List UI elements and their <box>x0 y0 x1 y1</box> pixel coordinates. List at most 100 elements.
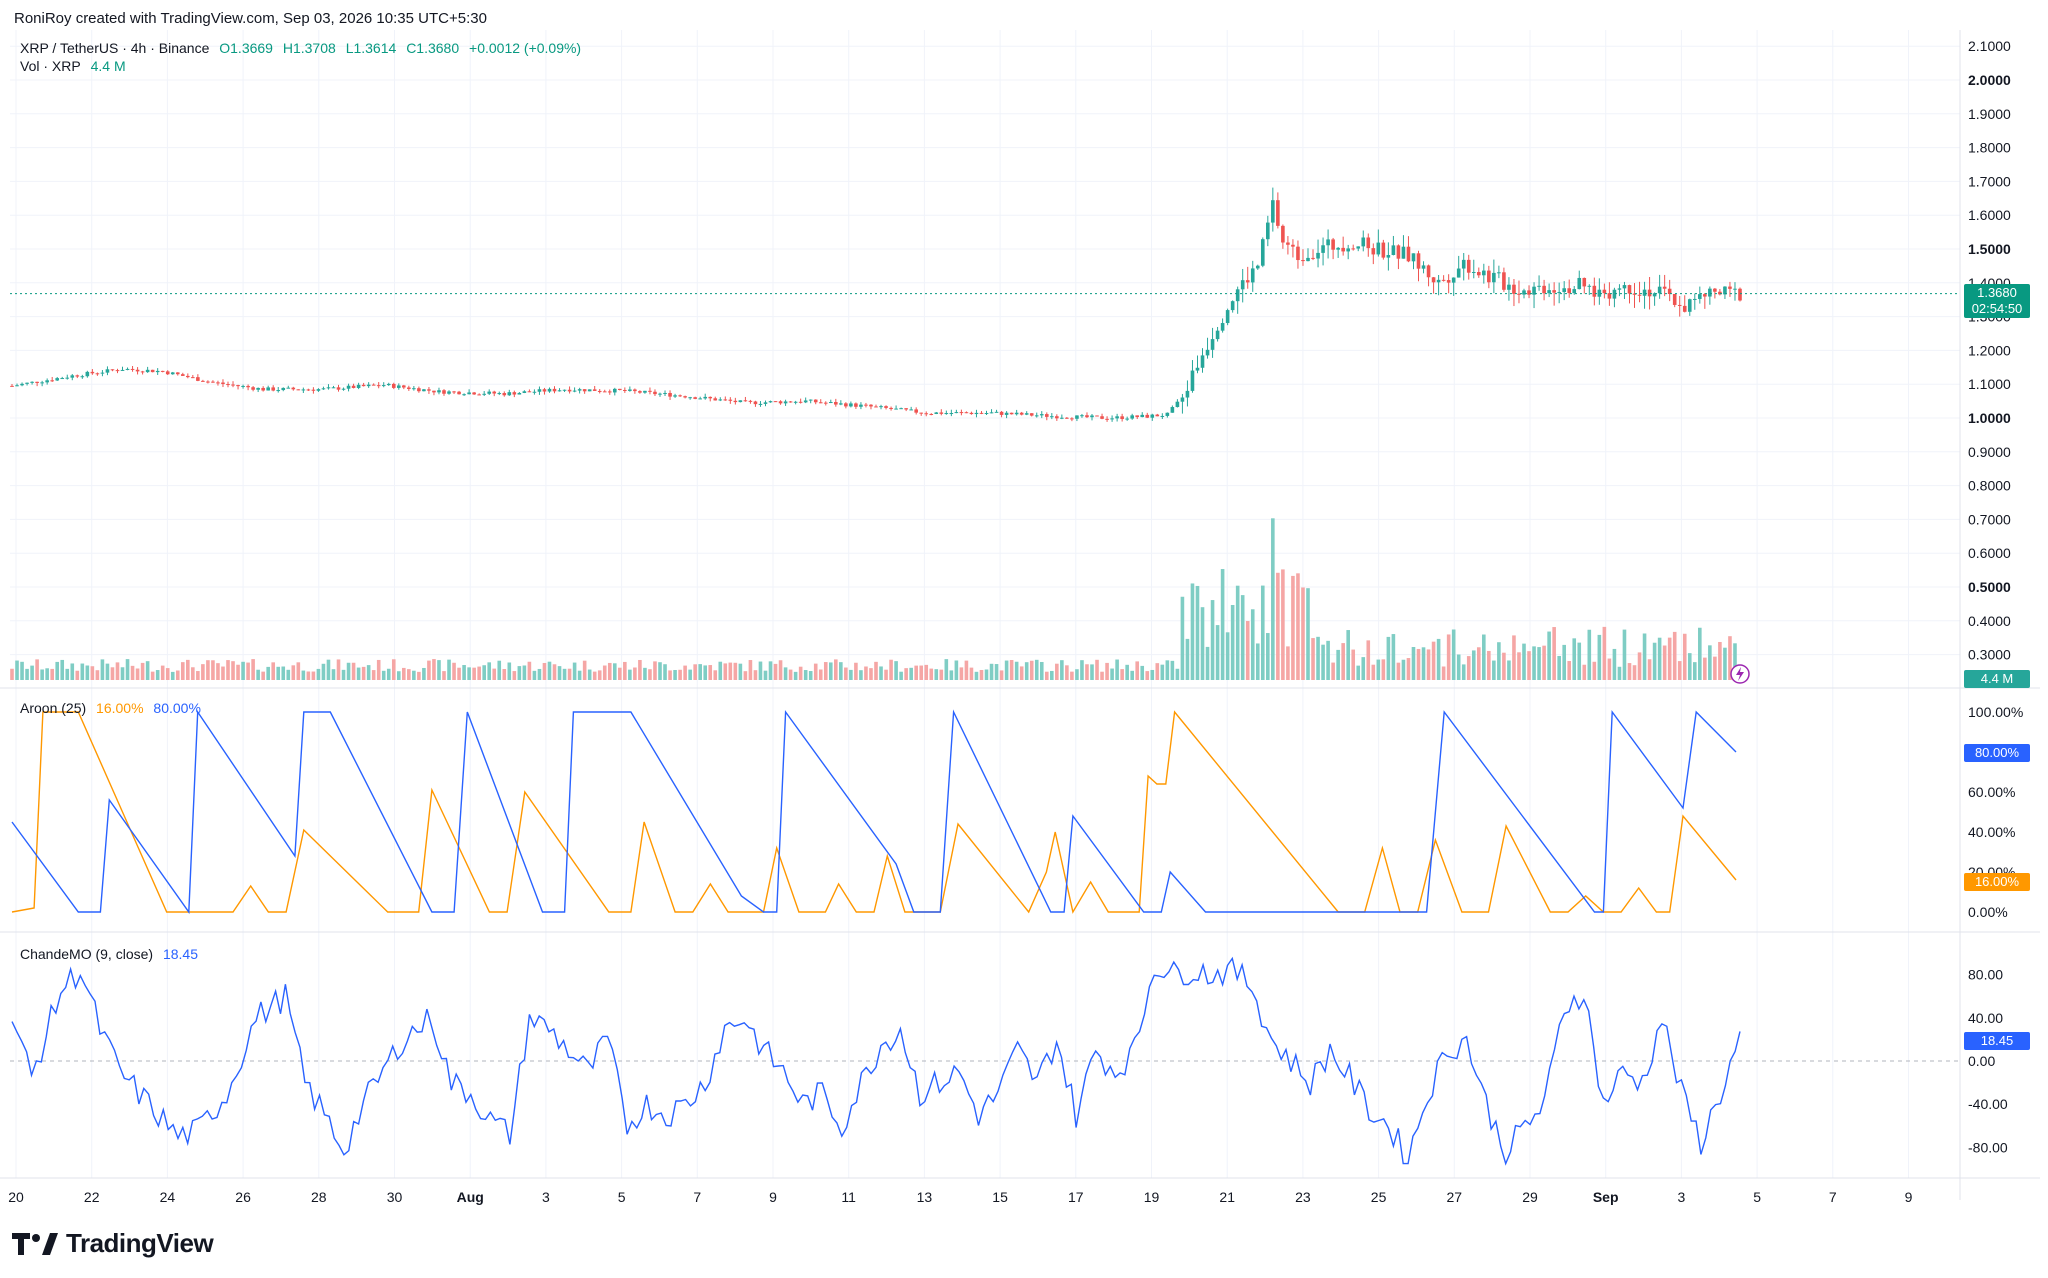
cmo-label[interactable]: ChandeMO (9, close) <box>20 946 154 962</box>
candle-body <box>808 399 813 401</box>
volume-bar <box>467 667 471 680</box>
volume-bar <box>507 662 512 680</box>
volume-bar <box>1567 661 1572 680</box>
candle-body <box>1416 253 1421 269</box>
price-legend: XRP / TetherUS · 4h · Binance O1.3669 H1… <box>20 40 587 56</box>
candle-body <box>1245 280 1250 283</box>
time-tick-label: 3 <box>1678 1189 1686 1205</box>
volume-bar <box>587 669 592 680</box>
volume-bar <box>939 669 944 680</box>
candle-body <box>191 377 195 379</box>
volume-bar <box>663 664 667 680</box>
volume-bar <box>1703 657 1707 680</box>
price-tick-label: 2.0000 <box>1968 72 2011 88</box>
candle-body <box>582 389 587 392</box>
candle-body <box>1230 301 1235 311</box>
candle-body <box>336 387 341 390</box>
volume-bar <box>1075 669 1079 680</box>
time-tick-label: 15 <box>992 1189 1008 1205</box>
price-tick-label: 0.5000 <box>1968 579 2011 595</box>
volume-bar <box>1502 652 1506 680</box>
volume-bar <box>186 659 190 680</box>
volume-bar <box>1632 665 1637 680</box>
volume-bar <box>115 662 120 680</box>
volume-bar <box>376 659 381 680</box>
candle-body <box>919 412 924 414</box>
volume-bar <box>502 669 507 680</box>
volume-bar <box>808 671 813 680</box>
price-tag-countdown: 02:54:50 <box>1971 301 2023 316</box>
candle-body <box>186 375 190 378</box>
volume-bar <box>638 659 642 680</box>
volume-bar <box>492 668 497 680</box>
candle-body <box>522 391 527 393</box>
volume-bar <box>1602 626 1607 680</box>
candle-body <box>1034 415 1039 417</box>
candle-body <box>1311 257 1315 259</box>
candle-body <box>402 385 406 388</box>
candle-body <box>150 369 155 373</box>
volume-bar <box>95 670 100 680</box>
volume-bar <box>1572 638 1577 680</box>
candle-body <box>989 412 994 414</box>
candle-body <box>643 390 647 393</box>
volume-bar <box>341 669 346 680</box>
chart-credit: RoniRoy created with TradingView.com, Se… <box>14 10 487 27</box>
volume-bar <box>1050 670 1054 680</box>
volume-bar <box>889 659 893 680</box>
candle-body <box>959 412 964 414</box>
candle-body <box>1160 415 1165 417</box>
aroon-tick-label: 100.00% <box>1968 704 2023 720</box>
volume-bar <box>371 670 376 680</box>
volume-bar <box>201 664 205 680</box>
volume-bar <box>1451 629 1456 680</box>
volume-bar <box>874 661 878 680</box>
candle-body <box>612 388 617 393</box>
volume-bar <box>813 663 818 680</box>
symbol-label[interactable]: XRP / TetherUS · 4h · Binance <box>20 40 210 56</box>
volume-bar <box>246 662 250 680</box>
volume-bar <box>85 665 90 680</box>
candle-body <box>241 385 245 387</box>
volume-bar <box>537 668 542 680</box>
candle-body <box>165 371 170 375</box>
candle-body <box>633 389 637 392</box>
candle-body <box>1351 248 1356 250</box>
volume-bar <box>899 671 903 680</box>
candle-body <box>1100 416 1104 419</box>
candle-body <box>281 387 286 391</box>
volume-bar <box>1592 661 1597 680</box>
volume-bar <box>1225 632 1230 680</box>
volume-bar <box>40 669 44 680</box>
volume-bar <box>130 665 135 680</box>
time-tick-label: 30 <box>387 1189 403 1205</box>
candle-body <box>1507 284 1511 290</box>
candle-body <box>668 392 672 397</box>
volume-bar <box>974 671 979 680</box>
volume-label[interactable]: Vol · XRP <box>20 58 81 74</box>
candle-body <box>216 382 220 384</box>
candle-body <box>1703 294 1707 297</box>
candle-body <box>909 409 913 411</box>
tradingview-logo[interactable]: TradingView <box>12 1228 214 1259</box>
volume-bar <box>703 665 708 680</box>
volume-bar <box>914 665 918 680</box>
volume-bar <box>623 661 627 680</box>
candle-body <box>1331 239 1335 250</box>
volume-bar <box>286 669 291 680</box>
candle-body <box>1617 288 1622 290</box>
volume-bar <box>356 667 361 680</box>
candle-body <box>1456 268 1461 278</box>
candle-body <box>1391 245 1396 256</box>
volume-bar <box>432 659 436 680</box>
candle-body <box>175 372 180 375</box>
volume-bar <box>718 661 723 680</box>
time-tick-label: 7 <box>693 1189 701 1205</box>
volume-bar <box>165 668 170 680</box>
candle-body <box>1632 293 1637 295</box>
volume-bar <box>668 670 672 680</box>
high-value: H1.3708 <box>282 40 336 56</box>
volume-bar <box>55 661 60 680</box>
aroon-label[interactable]: Aroon (25) <box>20 700 87 716</box>
